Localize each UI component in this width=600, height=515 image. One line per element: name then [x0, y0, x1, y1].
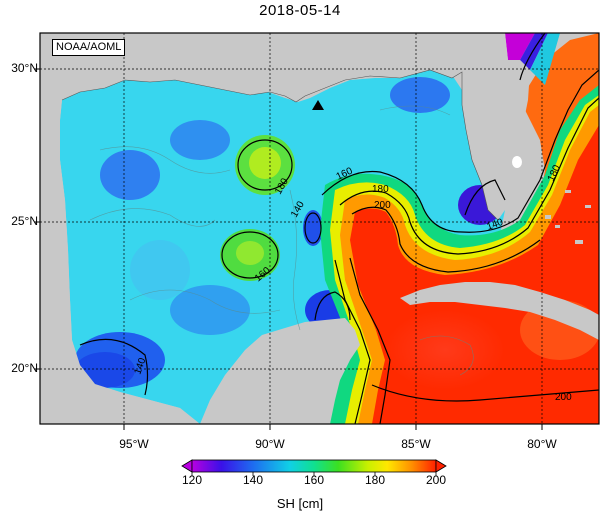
colorbar-unit-label: SH [cm] — [276, 496, 324, 511]
colorbar-left-arrow — [181, 459, 193, 473]
colorbar — [181, 459, 447, 476]
colorbar-tick-label: 200 — [425, 473, 447, 487]
lat-label: 20°N — [11, 361, 38, 375]
mexico-land — [40, 100, 200, 424]
lon-label: 80°W — [527, 437, 557, 451]
triangle-marker — [312, 100, 324, 110]
florida-land — [462, 60, 530, 220]
colorbar-right-arrow — [435, 459, 447, 473]
lat-label: 25°N — [11, 214, 38, 228]
lat-label: 30°N — [11, 61, 38, 75]
gulf-water — [60, 70, 505, 424]
contour-label: 200 — [374, 200, 391, 211]
lon-label: 85°W — [401, 437, 431, 451]
colorbar-tick-label: 140 — [242, 473, 264, 487]
lon-label: 90°W — [255, 437, 285, 451]
colorbar-gradient — [191, 459, 437, 473]
yucatan-land — [200, 318, 360, 424]
graticule — [40, 33, 599, 424]
colorbar-tick-label: 160 — [303, 473, 325, 487]
credit-label: NOAA/AOML — [52, 39, 126, 56]
contour-label: 200 — [555, 392, 572, 403]
cuba-land — [400, 282, 599, 340]
map-title: 2018-05-14 — [259, 2, 341, 19]
colorbar-tick-label: 180 — [364, 473, 386, 487]
lon-label: 95°W — [119, 437, 149, 451]
colorbar-tick-label: 120 — [181, 473, 203, 487]
map-frame — [39, 32, 600, 425]
us-coast-land — [40, 33, 508, 102]
contour-label: 180 — [372, 184, 389, 195]
